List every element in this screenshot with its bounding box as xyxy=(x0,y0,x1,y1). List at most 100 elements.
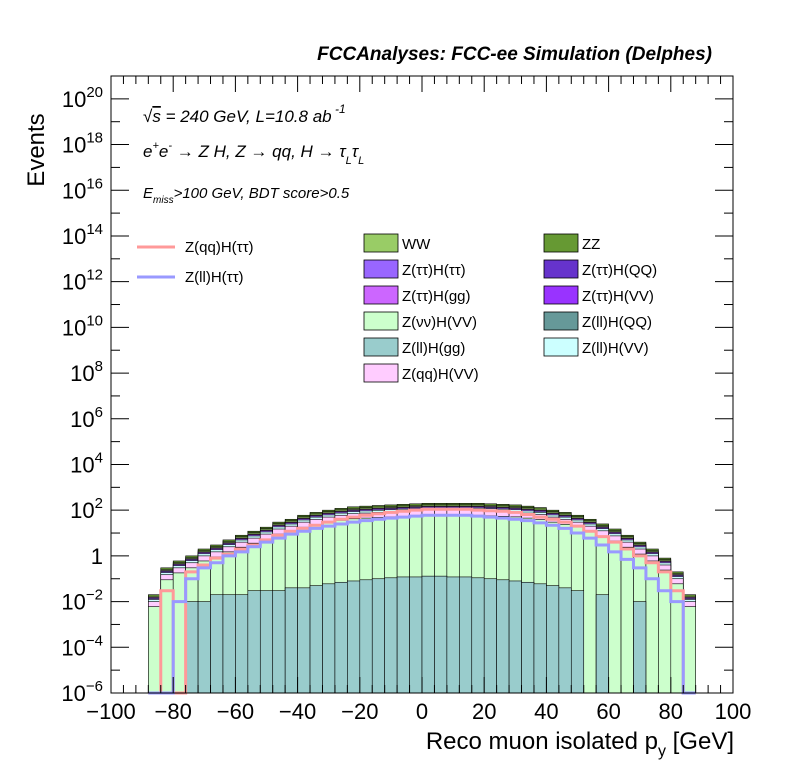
x-axis: −100 −80 −60 −40 −20 0 20 40 60 80 100 xyxy=(86,76,751,724)
bin-bar xyxy=(160,579,174,694)
x-axis-label-sub: y xyxy=(658,743,666,760)
bin-bar xyxy=(583,530,597,694)
legend-line-label: Z(ll)H(ττ) xyxy=(185,269,244,286)
y-tick-base: 10 xyxy=(70,498,94,523)
bin-bar xyxy=(309,585,323,694)
bin-bar xyxy=(546,585,560,694)
bin-bar xyxy=(645,560,659,694)
y-tick-label: 102 xyxy=(70,495,103,523)
legend-box-label: Z(ττ)H(ττ) xyxy=(402,262,466,279)
bin-bar xyxy=(371,578,385,694)
bin-bar xyxy=(322,583,336,694)
bin-bar xyxy=(496,579,510,694)
y-axis-label: Events xyxy=(23,113,50,186)
bin-bar xyxy=(334,581,348,694)
y-tick-exp: 2 xyxy=(95,495,103,512)
bin-bar xyxy=(595,594,609,694)
legend-box-label: WW xyxy=(402,236,431,253)
bin-bar xyxy=(533,583,547,694)
y-tick-base: 10 xyxy=(62,224,86,249)
legend-box-label: Z(qq)H(VV) xyxy=(402,366,479,383)
bin-bar xyxy=(434,575,448,694)
legend-box-swatch xyxy=(543,337,579,357)
legend-line-label: Z(qq)H(ττ) xyxy=(185,239,254,256)
y-tick-label: 1018 xyxy=(62,130,103,158)
x-axis-label-unit: [GeV] xyxy=(666,728,734,755)
bin-bar xyxy=(272,590,286,694)
legend: Z(qq)H(ττ) Z(ll)H(ττ) WW ZZ Z(ττ)H(ττ) Z(ττ)H… xyxy=(137,233,657,383)
bin-bar xyxy=(633,601,647,694)
y-tick-base: 10 xyxy=(62,270,86,295)
bin-bar xyxy=(148,606,162,694)
y-tick-base: 10 xyxy=(61,635,85,660)
bin-bar xyxy=(421,575,435,694)
y-tick-label: 108 xyxy=(70,358,103,386)
x-axis-label: Reco muon isolated py [GeV] xyxy=(426,728,734,760)
bin-bar xyxy=(682,606,696,694)
x-axis-label-text: Reco muon isolated p xyxy=(426,728,658,755)
bin-bar xyxy=(259,590,274,694)
y-tick-base: 10 xyxy=(70,407,94,432)
x-tick-label: 60 xyxy=(596,699,620,724)
legend-box-label: Z(ll)H(VV) xyxy=(582,340,649,357)
legend-box-swatch xyxy=(363,311,399,331)
x-tick-label: −20 xyxy=(341,699,378,724)
legend-box-label: Z(ττ)H(VV) xyxy=(582,288,654,305)
stacked-histograms xyxy=(148,503,696,694)
y-tick-label: 10−6 xyxy=(61,678,103,706)
legend-box-swatch xyxy=(363,285,399,305)
y-tick-label: 1 xyxy=(91,544,103,569)
bin-bar xyxy=(459,576,473,694)
y-tick-base: 10 xyxy=(70,361,94,386)
legend-box-swatch xyxy=(363,337,399,357)
legend-box-label: Z(ττ)H(QQ) xyxy=(582,262,657,279)
legend-box-label: Z(ll)H(gg) xyxy=(402,340,465,357)
y-axis: 10−610−410−21102104106108101010121014101… xyxy=(61,84,733,706)
signal-lines xyxy=(148,507,696,695)
y-tick-label: 106 xyxy=(70,404,103,432)
y-tick-exp: 10 xyxy=(86,312,103,329)
y-tick-exp: −6 xyxy=(86,678,103,695)
bin-bar xyxy=(620,546,634,694)
y-tick-base: 10 xyxy=(70,452,94,477)
process-annotation: e+e- → Z H, Z → qq, H → τLτL xyxy=(143,140,364,167)
legend-box-label: Z(ττ)H(gg) xyxy=(402,288,471,305)
y-tick-label: 1014 xyxy=(62,221,103,249)
chart-title: FCCAnalyses: FCC-ee Simulation (Delphes) xyxy=(317,44,712,65)
y-tick-label: 10−4 xyxy=(61,632,103,660)
legend-box-swatch xyxy=(543,233,579,253)
bin-bar xyxy=(396,576,410,694)
bin-bar xyxy=(570,590,585,694)
y-tick-exp: 16 xyxy=(86,175,103,192)
y-tick-exp: 14 xyxy=(86,221,103,238)
x-tick-label: −80 xyxy=(155,699,192,724)
x-tick-label: 80 xyxy=(659,699,683,724)
y-tick-exp: 20 xyxy=(86,84,103,101)
bin-bar xyxy=(284,587,298,694)
y-tick-label: 104 xyxy=(70,449,103,477)
svg-text:Emiss>100 GeV, BDT score>0.5: Emiss>100 GeV, BDT score>0.5 xyxy=(143,185,350,206)
y-tick-label: 1020 xyxy=(62,84,103,112)
legend-box-label: Z(ll)H(QQ) xyxy=(582,314,652,331)
y-tick-base: 10 xyxy=(62,87,86,112)
x-tick-label: −100 xyxy=(86,699,136,724)
x-tick-label: 0 xyxy=(416,699,428,724)
bin-bar xyxy=(247,590,261,694)
stack-z-ll-h-gg- xyxy=(185,575,647,694)
legend-box-swatch xyxy=(363,233,399,253)
bin-bar xyxy=(558,587,572,694)
y-tick-label: 1016 xyxy=(62,175,103,203)
y-tick-base: 10 xyxy=(62,178,86,203)
legend-box-swatch xyxy=(363,259,399,279)
y-tick-exp: −2 xyxy=(86,587,103,604)
x-tick-label: 40 xyxy=(534,699,558,724)
y-tick-exp: 8 xyxy=(95,358,103,375)
y-tick-exp: 18 xyxy=(86,130,103,147)
y-tick-exp: 4 xyxy=(95,449,103,466)
bin-bar xyxy=(658,569,672,694)
y-tick-exp: −4 xyxy=(86,632,103,649)
line-z-qq-h- xyxy=(148,507,696,695)
energy-luminosity-annotation: √s = 240 GeV, L=10.8 ab -1 xyxy=(143,102,346,126)
bin-bar xyxy=(185,601,199,694)
legend-box-swatch xyxy=(543,285,579,305)
